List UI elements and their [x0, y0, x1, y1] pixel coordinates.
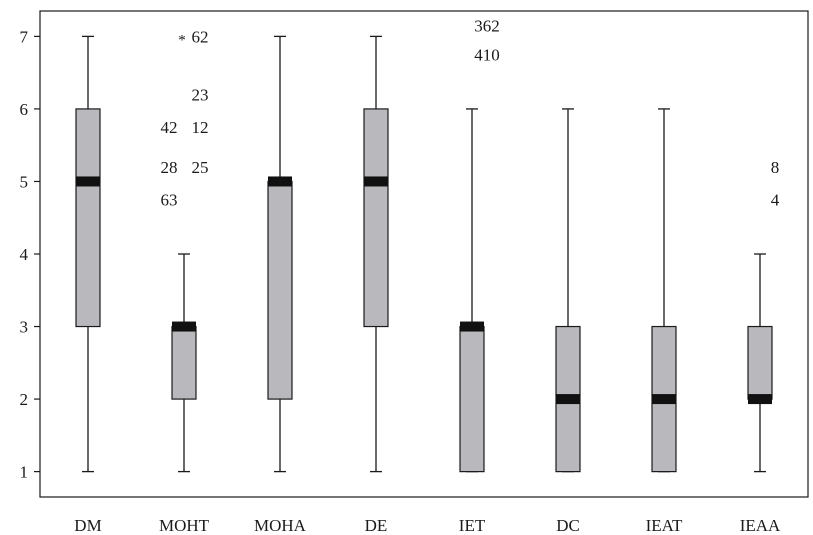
outlier-label: 62: [192, 27, 209, 46]
box-de: [363, 35, 389, 473]
y-tick-label: 3: [20, 318, 29, 337]
y-tick-label: 6: [20, 100, 29, 119]
median-bar: [268, 176, 292, 187]
median-bar: [76, 176, 100, 187]
x-category-label: MOHT: [159, 516, 210, 535]
iqr-box: [171, 325, 197, 400]
median-bar: [556, 394, 580, 405]
y-tick-label: 5: [20, 172, 29, 191]
y-tick-label: 4: [20, 245, 29, 264]
iqr-box: [459, 325, 485, 473]
median-bar: [652, 394, 676, 405]
outlier-label: 12: [192, 118, 209, 137]
iqr-box: [363, 108, 389, 328]
y-tick-label: 2: [20, 390, 29, 409]
median-bar: [748, 394, 772, 405]
x-category-label: DE: [365, 516, 388, 535]
y-axis-ticks: 1 2 3 4 5 6 7: [20, 27, 40, 482]
outlier-label: 410: [474, 46, 500, 65]
y-tick-label: 1: [20, 463, 29, 482]
median-bar: [172, 321, 196, 332]
outlier-label: 4: [771, 191, 780, 210]
axes: [39, 10, 809, 498]
median-bar: [460, 321, 484, 332]
x-category-label: IEAA: [740, 516, 781, 535]
outlier-label: 8: [771, 158, 780, 177]
x-category-label: DC: [556, 516, 580, 535]
box-iet: 362 410: [459, 17, 500, 473]
x-axis-labels: DM MOHT MOHA DE IET DC IEAT IEAA: [74, 516, 781, 535]
box-moha: [267, 35, 293, 473]
box-moht: * 62 23 42 12 28 25 63: [161, 27, 209, 473]
x-category-label: IEAT: [646, 516, 683, 535]
x-category-label: IET: [459, 516, 486, 535]
outlier-label: 23: [192, 85, 209, 104]
x-category-label: DM: [74, 516, 101, 535]
plot-frame: [39, 10, 809, 498]
box-ieat: [651, 108, 677, 473]
outlier-label: 362: [474, 17, 500, 36]
box-dc: [555, 108, 581, 473]
outlier-label: 25: [192, 158, 209, 177]
box-ieaa: 84: [747, 158, 780, 473]
iqr-box: [267, 180, 293, 400]
median-bar: [364, 176, 388, 187]
iqr-box: [747, 325, 773, 400]
outlier-label: 63: [161, 191, 178, 210]
outlier-label: 42: [161, 118, 178, 137]
x-category-label: MOHA: [254, 516, 307, 535]
box-dm: [75, 35, 101, 473]
iqr-box: [75, 108, 101, 328]
y-tick-label: 7: [20, 27, 29, 46]
outlier-label: 28: [161, 158, 178, 177]
extreme-outlier-marker: *: [178, 32, 186, 48]
